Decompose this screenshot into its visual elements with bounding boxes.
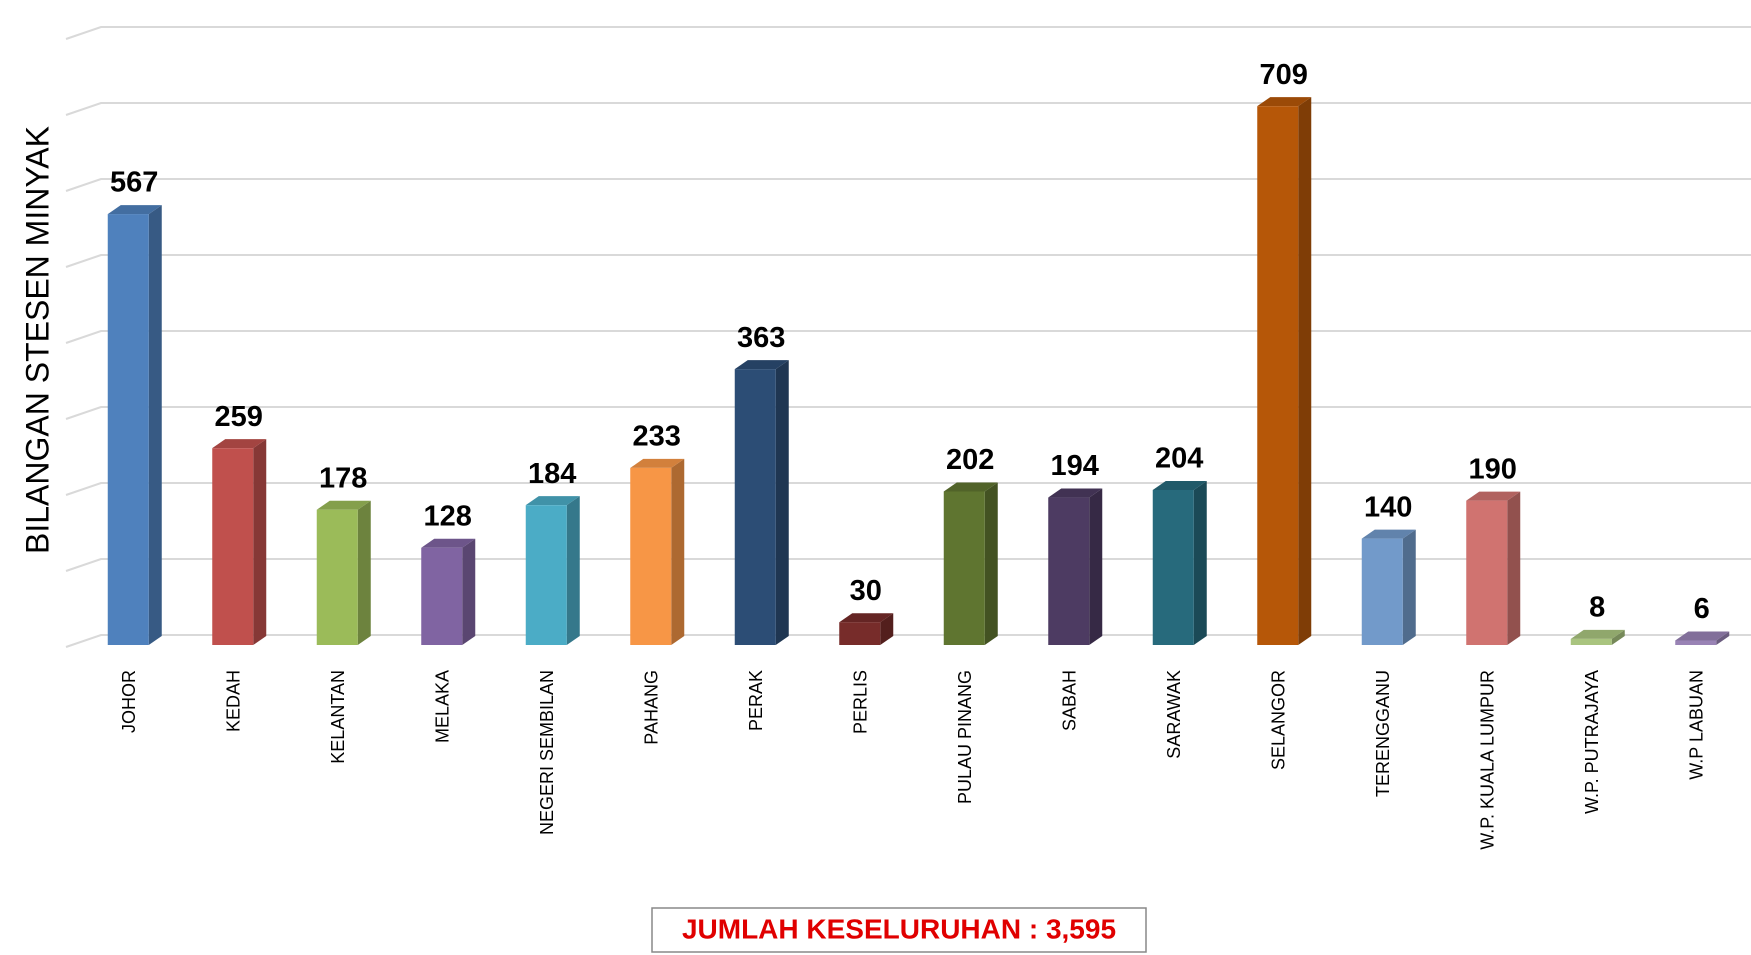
grid-line — [65, 330, 1751, 344]
bar — [525, 505, 567, 645]
x-tick-label: PERLIS — [851, 670, 871, 734]
bar-top — [630, 458, 685, 468]
grid-line — [65, 102, 1751, 116]
bar-side — [671, 458, 685, 645]
bar-side — [1298, 97, 1312, 645]
total-box — [651, 907, 1147, 953]
x-tick-label: TERENGGANU — [1373, 670, 1393, 797]
grid-line — [65, 178, 1751, 192]
bar-top — [1361, 529, 1416, 539]
value-label: 363 — [737, 322, 785, 354]
value-label: 233 — [633, 421, 681, 453]
bar-top — [107, 205, 162, 215]
bar-side — [1402, 529, 1416, 645]
bar-top — [839, 613, 894, 623]
x-tick-label: PERAK — [746, 670, 766, 731]
grid-line — [65, 26, 1751, 40]
bar-side — [148, 205, 162, 645]
bar-side — [462, 538, 476, 645]
x-tick-label: KELANTAN — [328, 670, 348, 764]
bar-top — [1675, 631, 1730, 641]
bar — [839, 622, 881, 645]
x-tick-label: SABAH — [1060, 670, 1080, 731]
bar-side — [357, 500, 371, 645]
bar — [1570, 638, 1612, 645]
bar-side — [775, 360, 789, 645]
bar-side — [880, 613, 894, 645]
x-tick-label: MELAKA — [433, 670, 453, 743]
bar-top — [1048, 488, 1103, 498]
grid-line — [65, 254, 1751, 268]
value-label: 194 — [1051, 450, 1099, 482]
value-label: 8 — [1589, 592, 1605, 624]
bar — [107, 214, 149, 645]
bar — [1257, 106, 1299, 645]
value-label: 190 — [1469, 453, 1517, 485]
x-tick-label: JOHOR — [119, 670, 139, 733]
y-axis-title: BILANGAN STESEN MINYAK — [19, 126, 55, 554]
value-label: 259 — [215, 401, 263, 433]
bar-top — [734, 360, 789, 370]
value-label: 204 — [1155, 443, 1203, 475]
bar — [1466, 500, 1508, 645]
value-label: 184 — [528, 458, 576, 490]
bar-side — [1193, 480, 1207, 645]
value-label: 567 — [110, 167, 158, 199]
bar-top — [212, 439, 267, 449]
bar-top — [421, 538, 476, 548]
bar — [630, 467, 672, 645]
bar — [421, 547, 463, 645]
bar — [1675, 640, 1717, 645]
value-label: 128 — [424, 500, 472, 532]
bar-side — [1611, 629, 1625, 645]
x-tick-label: SELANGOR — [1269, 670, 1289, 770]
value-label: 709 — [1260, 59, 1308, 91]
x-tick-label: SARAWAK — [1164, 670, 1184, 759]
bar-top — [1570, 629, 1625, 639]
value-label: 30 — [850, 575, 882, 607]
bar — [316, 509, 358, 645]
bar-top — [1466, 491, 1521, 501]
value-label: 178 — [319, 462, 367, 494]
x-tick-label: W.P. KUALA LUMPUR — [1478, 670, 1498, 850]
bar-top — [316, 500, 371, 510]
x-tick-label: KEDAH — [224, 670, 244, 732]
value-label: 140 — [1364, 491, 1412, 523]
value-label: 6 — [1694, 593, 1710, 625]
bar-side — [1716, 631, 1730, 645]
bar-side — [566, 496, 580, 645]
bar — [1152, 489, 1194, 645]
bar-top — [943, 482, 998, 492]
value-label: 202 — [946, 444, 994, 476]
x-tick-label: NEGERI SEMBILAN — [537, 670, 557, 835]
bar-top — [525, 496, 580, 506]
bar — [943, 491, 985, 645]
total-annotation: JUMLAH KESELURUHAN : 3,595 — [682, 913, 1116, 944]
grid-line — [65, 406, 1751, 420]
bar — [734, 369, 776, 645]
bar-side — [1089, 488, 1103, 645]
x-tick-label: PULAU PINANG — [955, 670, 975, 804]
bar — [1048, 497, 1090, 645]
bar-side — [253, 439, 267, 645]
bar-side — [1507, 491, 1521, 645]
bar-top — [1257, 97, 1312, 107]
bar-top — [1152, 480, 1207, 490]
bar-side — [984, 482, 998, 645]
x-tick-label: W.P LABUAN — [1687, 670, 1707, 780]
bar — [212, 448, 254, 645]
x-tick-label: PAHANG — [642, 670, 662, 745]
bar — [1361, 538, 1403, 645]
x-tick-label: W.P. PUTRAJAYA — [1582, 670, 1602, 814]
